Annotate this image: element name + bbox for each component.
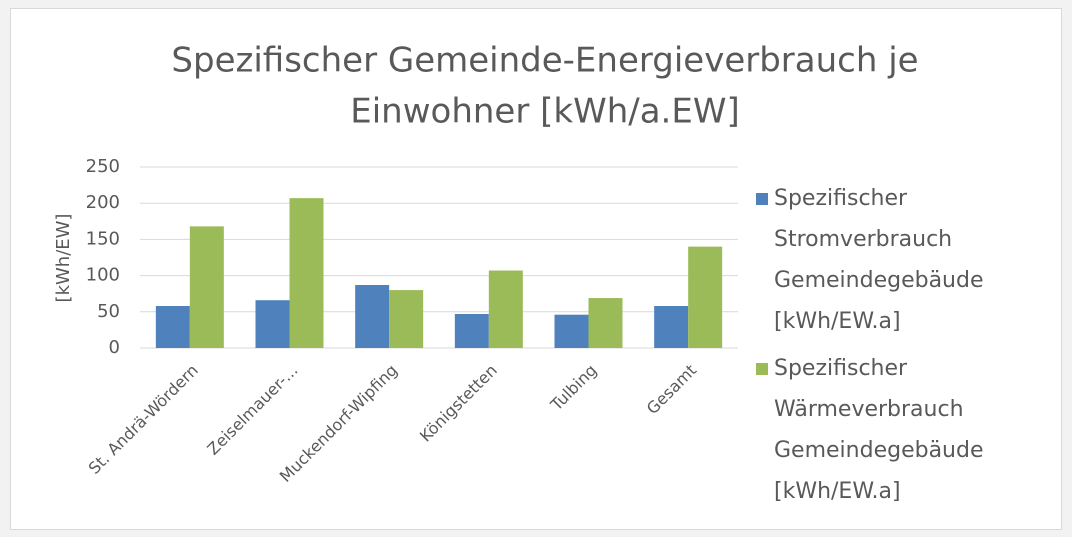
bar: [355, 285, 390, 348]
bar: [688, 246, 723, 348]
y-tick-label: 250: [86, 156, 120, 177]
bar: [155, 306, 190, 348]
y-tick-label: 100: [86, 265, 120, 286]
bar: [454, 313, 489, 348]
bar: [488, 270, 523, 348]
y-tick-label: 0: [109, 337, 120, 358]
bar: [189, 226, 224, 348]
x-tick-label: Tulbing: [546, 361, 600, 415]
bar: [554, 314, 589, 348]
bar: [255, 300, 290, 348]
legend-entry: Spezifischer Stromverbrauch Gemeindegebä…: [756, 178, 1056, 342]
chart-title: Einwohner [kWh/a.EW]: [350, 92, 739, 132]
x-tick-label: Zeiselmauer-...: [203, 361, 301, 459]
y-tick-label: 50: [97, 301, 120, 322]
chart-title: Spezifischer Gemeinde-Energieverbrauch j…: [171, 41, 918, 81]
y-axis-label: [kWh/EW]: [53, 214, 74, 303]
legend-swatch: [756, 193, 768, 205]
legend: Spezifischer Stromverbrauch Gemeindegebä…: [756, 178, 1056, 518]
x-tick-label: Königstetten: [416, 361, 501, 446]
bar: [289, 198, 324, 348]
legend-entry: Spezifischer Wärmeverbrauch Gemeindegebä…: [756, 348, 1056, 512]
bar: [389, 290, 424, 348]
bar: [588, 298, 623, 348]
y-tick-label: 150: [86, 228, 120, 249]
legend-label: Spezifischer Wärmeverbrauch Gemeindegebä…: [774, 356, 984, 504]
legend-label: Spezifischer Stromverbrauch Gemeindegebä…: [774, 186, 984, 334]
y-tick-label: 200: [86, 192, 120, 213]
x-tick-label: St. Andrä-Wördern: [85, 361, 202, 478]
x-tick-label: Gesamt: [643, 361, 700, 418]
legend-swatch: [756, 363, 768, 375]
chart-frame: [10, 8, 1062, 530]
bar: [654, 306, 689, 348]
